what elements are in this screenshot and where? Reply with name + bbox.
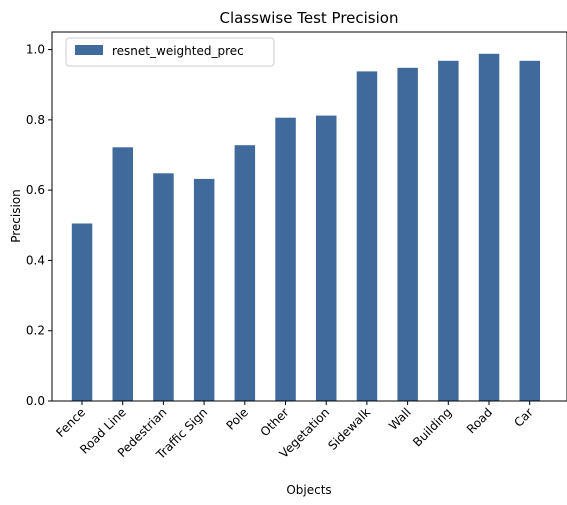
x-tick-label: Fence (53, 405, 88, 440)
y-tick-label: 1.0 (26, 43, 45, 57)
x-tick-label: Car (511, 405, 536, 430)
y-tick-label: 0.8 (26, 113, 45, 127)
legend-box (65, 37, 275, 67)
bar-pedestrian (153, 173, 174, 401)
y-axis-ticks: 0.0 0.2 0.4 0.6 0.8 1.0 (26, 43, 52, 408)
bar-traffic-sign (193, 178, 215, 401)
bar-vegetation (316, 115, 337, 401)
bar-building (438, 60, 459, 402)
legend-swatch (75, 45, 103, 55)
x-tick-label: Other (258, 405, 292, 439)
bar-road (478, 53, 500, 402)
bar-fence (71, 223, 93, 401)
legend-label: resnet_weighted_prec (112, 44, 244, 58)
x-tick-label: Sidewalk (325, 405, 373, 453)
y-axis-label: Precision (9, 189, 23, 243)
bar-road-line (112, 147, 133, 401)
legend: resnet_weighted_prec (65, 37, 275, 67)
x-tick-label: Building (410, 405, 454, 449)
bar-pole (234, 145, 256, 401)
y-tick-label: 0.2 (26, 324, 45, 338)
x-axis-label: Objects (286, 483, 331, 497)
y-tick-label: 0.6 (26, 183, 45, 197)
chart-title: Classwise Test Precision (220, 9, 399, 27)
bar-sidewalk (356, 71, 378, 402)
x-tick-label: Wall (386, 405, 414, 433)
bar-wall (397, 67, 418, 402)
bar-car (519, 60, 540, 402)
x-tick-label: Road (464, 405, 495, 436)
bar-other (275, 117, 296, 401)
x-tick-label: Pole (223, 405, 250, 432)
y-tick-label: 0.4 (26, 253, 45, 267)
bars-group (71, 53, 540, 402)
plot-frame (51, 31, 567, 402)
y-tick-label: 0.0 (26, 394, 45, 408)
